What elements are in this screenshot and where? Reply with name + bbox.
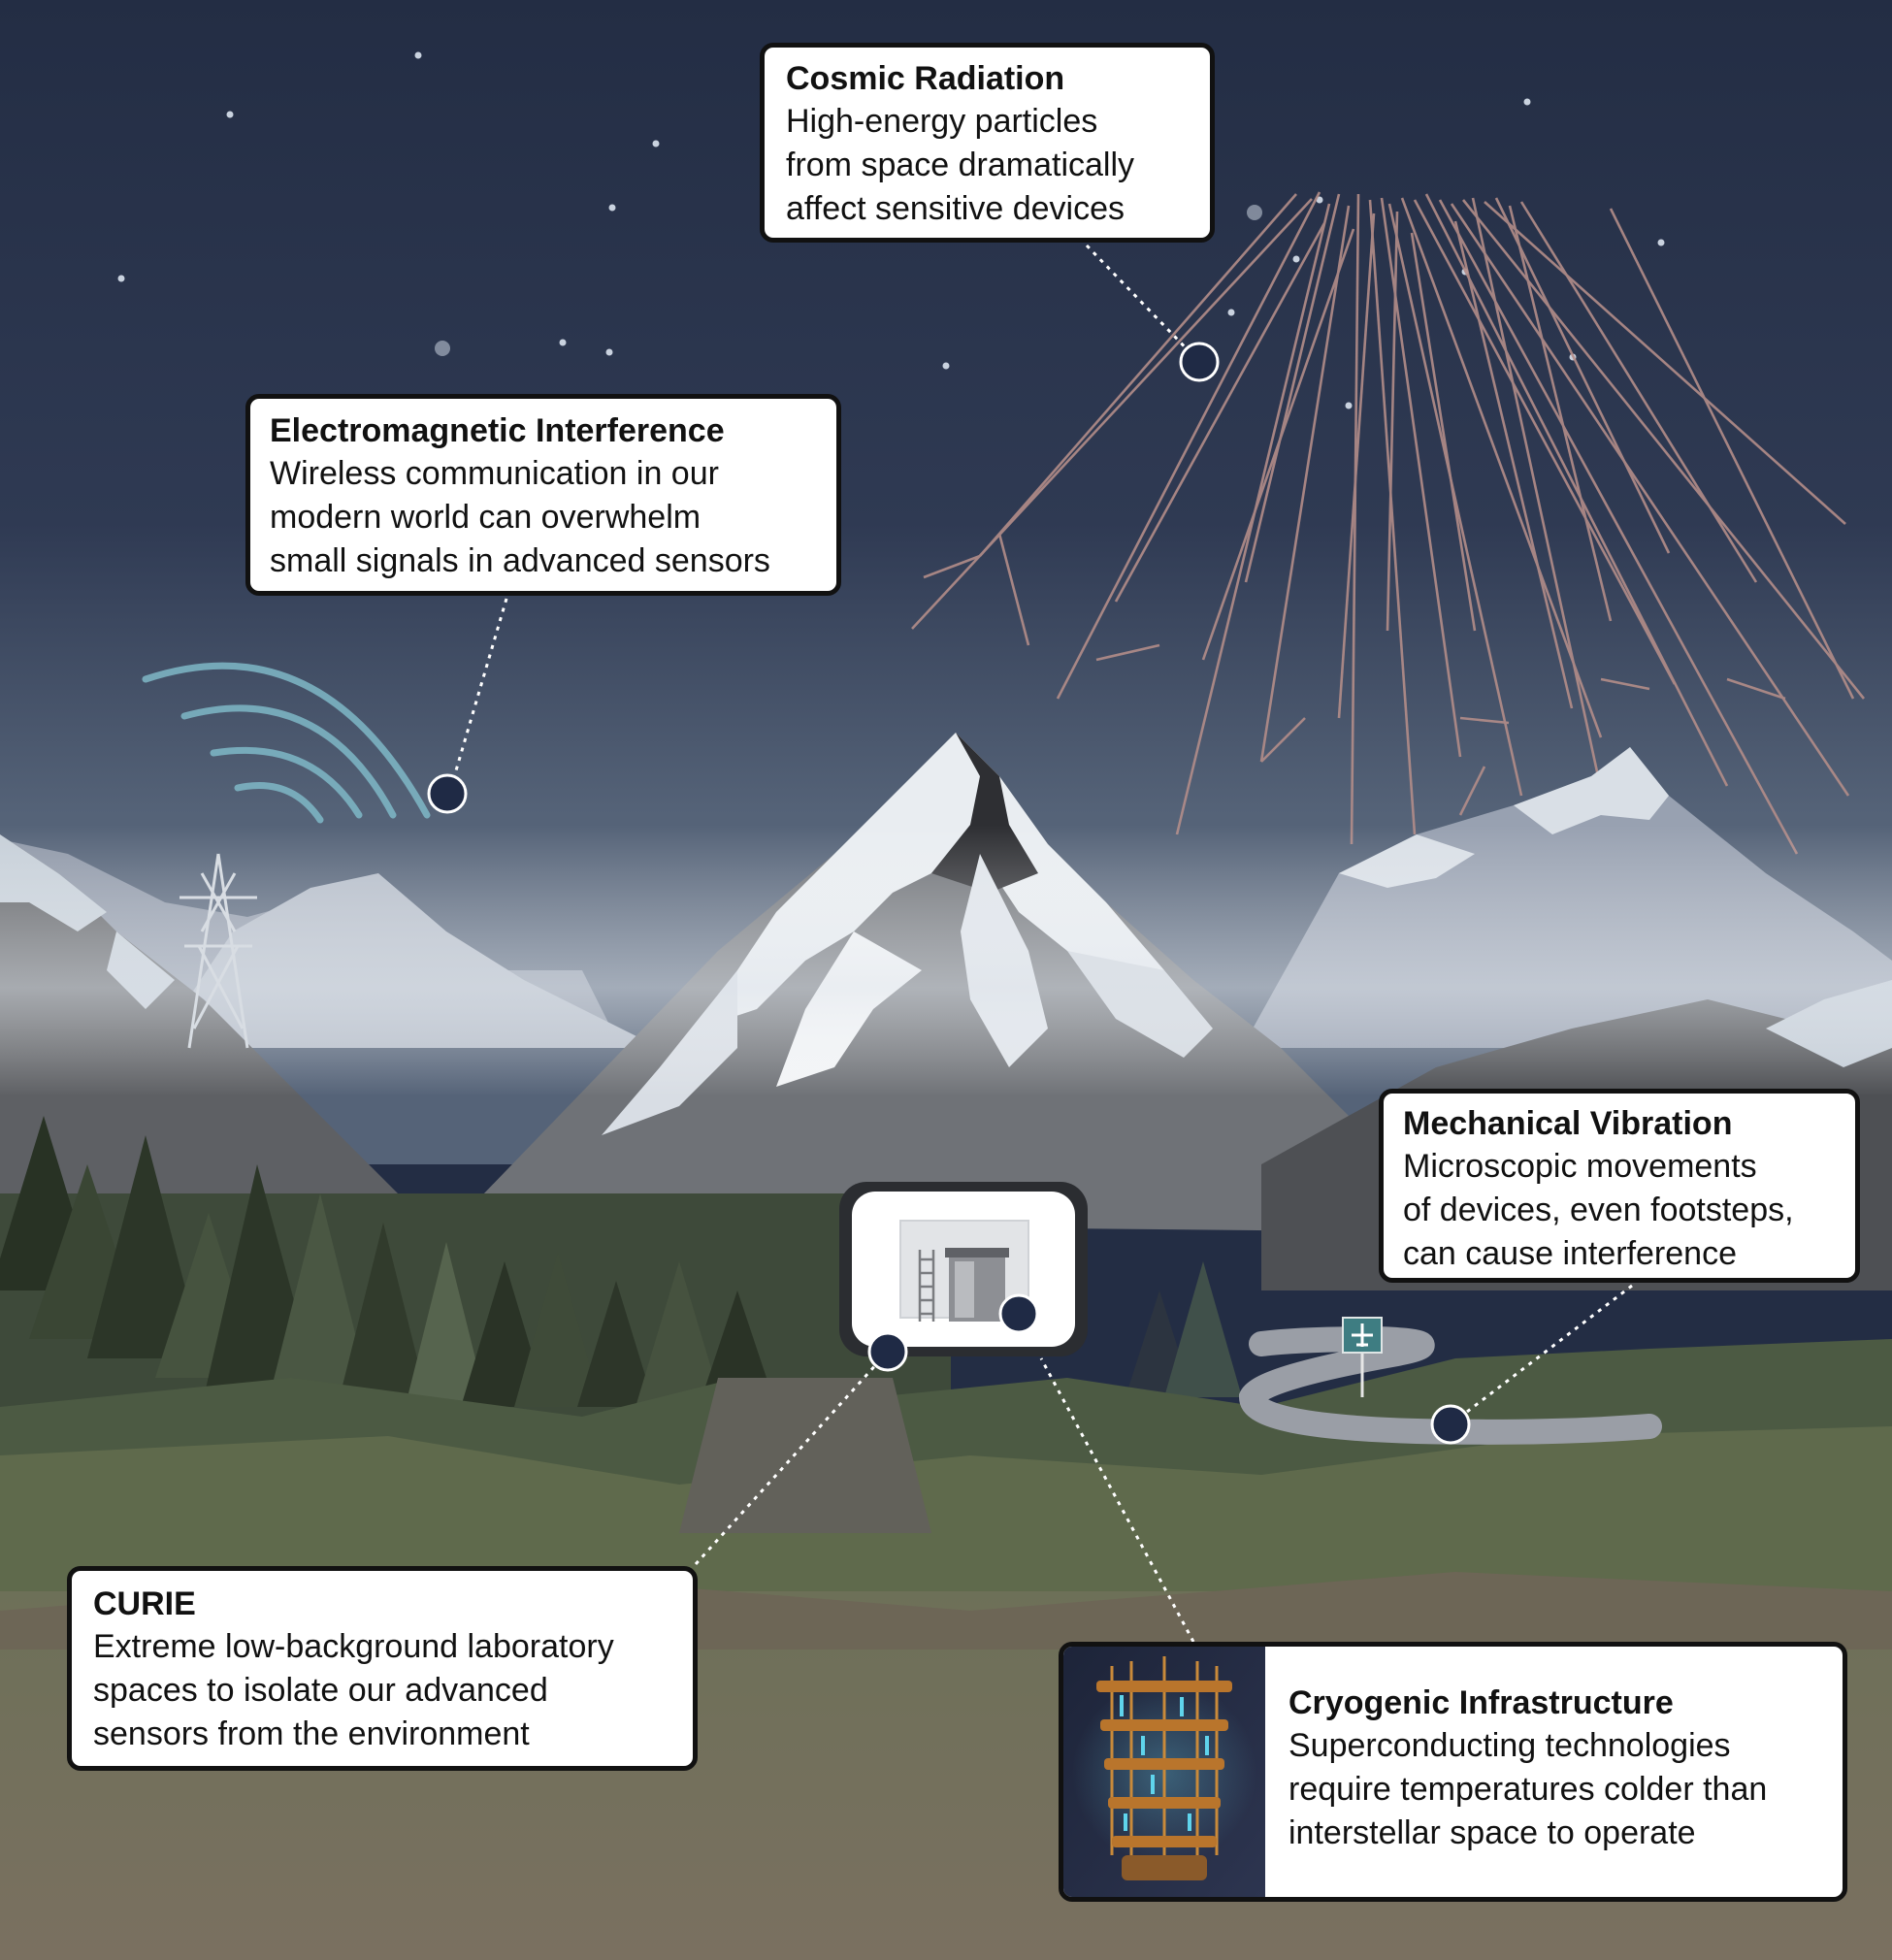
callout-line: Extreme low-background laboratory bbox=[93, 1628, 614, 1665]
callout-line: require temperatures colder than bbox=[1289, 1771, 1768, 1808]
callout-line: from space dramatically bbox=[786, 147, 1135, 183]
cryogenic-infrastructure-callout: Cryogenic Infrastructure Superconducting… bbox=[1059, 1642, 1847, 1902]
callout-line: can cause interference bbox=[1403, 1235, 1737, 1272]
markers bbox=[427, 342, 1471, 1445]
dilution-refrigerator-image bbox=[1063, 1647, 1265, 1897]
callout-line: High-energy particles bbox=[786, 103, 1098, 140]
callout-line: spaces to isolate our advanced bbox=[93, 1672, 548, 1709]
leader-lines bbox=[447, 244, 1633, 1643]
airplane-sign-icon bbox=[1342, 1317, 1383, 1397]
callout-line: Microscopic movements bbox=[1403, 1148, 1757, 1185]
callout-line: modern world can overwhelm bbox=[270, 499, 701, 536]
callout-line: interstellar space to operate bbox=[1289, 1814, 1696, 1851]
emi-callout: Electromagnetic Interference Wireless co… bbox=[245, 394, 841, 596]
marker-vibration bbox=[1430, 1404, 1471, 1445]
callout-line: Wireless communication in our bbox=[270, 455, 719, 492]
cosmic-ray-shower bbox=[911, 191, 1866, 855]
wifi-waves-icon bbox=[142, 662, 431, 824]
callout-title: CURIE bbox=[93, 1585, 196, 1622]
callout-line: small signals in advanced sensors bbox=[270, 542, 770, 579]
marker-cosmic bbox=[1179, 342, 1220, 382]
ladder-icon bbox=[918, 1250, 935, 1322]
marker-curie bbox=[867, 1331, 908, 1372]
curie-callout: CURIE Extreme low-background laboratory … bbox=[67, 1566, 698, 1771]
cryostat-icon bbox=[945, 1248, 1009, 1322]
callout-line: affect sensitive devices bbox=[786, 190, 1125, 227]
mechanical-vibration-callout: Mechanical Vibration Microscopic movemen… bbox=[1379, 1089, 1860, 1283]
mountain-haze bbox=[0, 825, 1892, 1096]
stars bbox=[117, 51, 1665, 409]
power-tower-icon bbox=[179, 853, 257, 1049]
callout-line: sensors from the environment bbox=[93, 1715, 530, 1752]
callout-title: Electromagnetic Interference bbox=[270, 412, 725, 449]
callout-title: Cosmic Radiation bbox=[786, 60, 1065, 97]
callout-line: Superconducting technologies bbox=[1289, 1727, 1731, 1764]
marker-cryo bbox=[998, 1293, 1039, 1334]
callout-line: of devices, even footsteps, bbox=[1403, 1192, 1794, 1228]
callout-title: Cryogenic Infrastructure bbox=[1289, 1684, 1674, 1721]
callout-title: Mechanical Vibration bbox=[1403, 1105, 1733, 1142]
cosmic-radiation-callout: Cosmic Radiation High-energy particles f… bbox=[760, 43, 1215, 243]
marker-emi bbox=[427, 773, 468, 814]
